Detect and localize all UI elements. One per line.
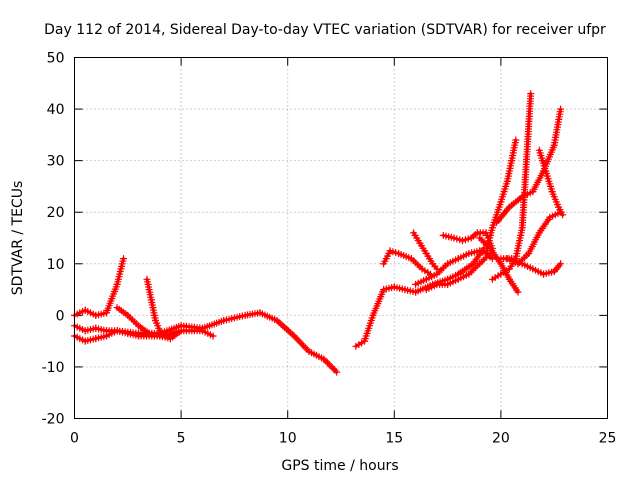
plot-frame <box>74 57 608 419</box>
x-tick-label: 25 <box>599 431 617 447</box>
chart-title: Day 112 of 2014, Sidereal Day-to-day VTE… <box>44 22 606 38</box>
series-arc-2 <box>71 309 341 376</box>
y-tick-label: 50 <box>47 51 65 67</box>
series-layer <box>71 90 567 376</box>
y-tick-label: 10 <box>47 257 65 273</box>
series-arc-5 <box>143 275 177 340</box>
series-arc-16 <box>535 146 567 219</box>
data-point-marker <box>557 105 565 113</box>
data-point-marker <box>514 288 522 296</box>
data-point-marker <box>488 255 496 263</box>
series-arc-11 <box>422 250 494 294</box>
y-tick-label: 30 <box>47 154 65 170</box>
x-tick-label: 20 <box>492 431 510 447</box>
series-line-arc-6 <box>354 246 486 348</box>
series-arc-18 <box>497 255 565 278</box>
y-tick-label: 0 <box>56 308 65 324</box>
grid-layer <box>74 57 608 419</box>
data-point-marker <box>333 368 341 376</box>
data-point-marker <box>120 255 127 263</box>
data-point-marker <box>557 260 565 268</box>
series-arc-3 <box>71 327 217 345</box>
y-axis-title: SDTVAR / TECUs <box>10 181 26 296</box>
tick-layer <box>74 57 608 419</box>
data-point-marker <box>476 247 484 255</box>
x-axis-title: GPS time / hours <box>281 458 398 474</box>
y-tick-label: -20 <box>42 412 65 428</box>
series-arc-6 <box>352 244 488 350</box>
data-point-marker <box>169 332 177 340</box>
data-point-marker <box>177 327 185 335</box>
data-point-marker <box>557 208 565 216</box>
series-arc-14 <box>476 234 522 296</box>
data-point-marker <box>512 136 520 144</box>
y-tick-label: 20 <box>47 205 65 221</box>
series-arc-4 <box>113 304 185 343</box>
y-tick-label: 40 <box>47 102 65 118</box>
x-tick-label: 15 <box>385 431 403 447</box>
label-layer: 0 5 10 15 20 25 -20 -10 0 10 20 30 40 50 <box>42 51 617 447</box>
series-arc-13 <box>482 136 520 257</box>
x-tick-label: 10 <box>279 431 297 447</box>
series-arc-8 <box>410 229 441 273</box>
y-tick-label: -10 <box>42 360 65 376</box>
x-tick-label: 5 <box>177 431 186 447</box>
data-point-marker <box>209 332 217 340</box>
series-arc-7 <box>380 247 434 278</box>
data-point-marker <box>527 90 535 98</box>
x-tick-label: 0 <box>70 431 79 447</box>
